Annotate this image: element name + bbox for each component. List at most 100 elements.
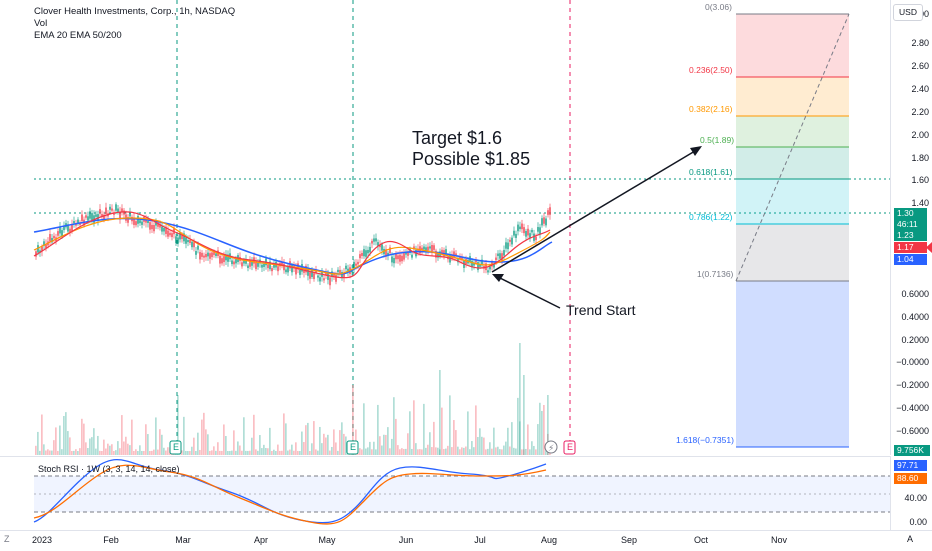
volume-bar [399, 449, 401, 455]
volume-bar [111, 444, 113, 455]
fib-label-0382: 0.382(2.16) [689, 104, 733, 114]
candle-body [395, 253, 397, 260]
candle-body [373, 238, 375, 242]
candle-body [69, 228, 71, 233]
fib-label-05: 0.5(1.89) [700, 135, 735, 145]
candle-body [211, 252, 213, 258]
fib-retracement[interactable] [735, 13, 850, 448]
candle-body [85, 215, 87, 218]
candle-body [403, 252, 405, 260]
timezone-button[interactable]: Z [4, 534, 10, 544]
candle-body [173, 227, 175, 235]
candle-body [525, 230, 527, 237]
candle-body [115, 204, 117, 211]
candle-body [179, 232, 181, 240]
volume-bar [225, 436, 227, 455]
volume-bar [533, 445, 535, 455]
candle-body [459, 256, 461, 260]
volume-bar [293, 450, 295, 455]
trend-start-arrow[interactable] [492, 274, 561, 309]
trend-start-annotation[interactable]: Trend Start [566, 302, 636, 318]
volume-bar [431, 447, 433, 455]
price-candles [35, 202, 551, 290]
stoch-rsi-pane[interactable] [0, 456, 890, 531]
volume-bar [425, 447, 427, 455]
collapse-arrow-icon[interactable] [926, 242, 932, 253]
volume-bar [305, 425, 307, 455]
volume-bar [211, 450, 213, 455]
volume-bar [279, 450, 281, 455]
volume-bar [259, 435, 261, 455]
volume-bar [383, 434, 385, 455]
volume-bar [423, 403, 425, 455]
volume-indicator-label[interactable]: Vol [34, 18, 48, 29]
volume-bar [441, 407, 443, 455]
price-chart[interactable]: ⚡ [0, 0, 890, 455]
ema-indicator-label[interactable]: EMA 20 EMA 50/200 [34, 30, 122, 41]
symbol-title[interactable]: Clover Health Investments, Corp., 1h, NA… [34, 6, 236, 17]
candle-body [521, 223, 523, 230]
volume-bar [473, 447, 475, 455]
volume-bar [151, 450, 153, 455]
target-arrow[interactable] [491, 146, 702, 273]
volume-bar [81, 418, 83, 455]
candle-body [287, 266, 289, 273]
chart-legend[interactable]: Clover Health Investments, Corp., 1h, NA… [34, 6, 235, 42]
candle-body [59, 226, 61, 234]
candle-body [185, 237, 187, 244]
volume-bar [389, 448, 391, 455]
auto-scale-button[interactable]: A [907, 534, 914, 544]
candle-body [291, 264, 293, 273]
stoch-rsi-title[interactable]: Stoch RSI · 1W (3, 3, 14, 14, close) [38, 464, 180, 474]
earnings-marker-label: E [567, 442, 574, 452]
candle-body [493, 263, 495, 268]
candle-body [195, 251, 197, 255]
rsi-axis[interactable]: 40.00 0.00 [890, 456, 932, 530]
bar-countdown-label: 46:11 [894, 219, 927, 230]
volume-bar [515, 448, 517, 455]
stoch-rsi-chart [33, 458, 890, 525]
earnings-marker[interactable] [563, 440, 576, 455]
earnings-marker[interactable] [346, 440, 359, 455]
candle-body [37, 245, 39, 253]
volume-bar [177, 395, 179, 455]
candle-body [127, 217, 129, 223]
candle-body [169, 232, 171, 236]
volume-bar [377, 404, 379, 455]
volume-bar [309, 450, 311, 455]
volume-bar [109, 445, 111, 455]
candle-body [207, 252, 209, 257]
candle-body [197, 245, 199, 250]
volume-bar [509, 446, 511, 455]
time-tick: Sep [620, 535, 638, 545]
volume-bar [153, 449, 155, 455]
volume-bar [85, 442, 87, 455]
volume-bar [329, 450, 331, 455]
candle-body [215, 253, 217, 257]
candle-body [505, 242, 507, 249]
volume-bar [365, 448, 367, 455]
candle-body [455, 253, 457, 257]
currency-button[interactable]: USD [893, 4, 923, 21]
stoch-k-value-label: 97.71 [894, 460, 927, 471]
candle-body [61, 230, 63, 236]
volume-bar [253, 414, 255, 455]
target-annotation[interactable]: Target $1.6 Possible $1.85 [412, 128, 530, 170]
volume-bar [239, 445, 241, 455]
candle-body [497, 253, 499, 256]
candle-body [255, 261, 257, 270]
candle-body [157, 222, 159, 227]
fib-label-0: 0(3.06) [705, 2, 732, 12]
volume-bar [323, 433, 325, 455]
volume-bar [35, 445, 37, 455]
volume-bar [343, 433, 345, 455]
volume-bar [523, 449, 525, 455]
candle-body [119, 211, 121, 220]
candle-body [219, 255, 221, 264]
earnings-marker[interactable] [169, 440, 182, 455]
time-axis[interactable]: 2023 Feb Mar Apr May Jun Jul Aug Sep Oct… [0, 530, 932, 551]
candle-body [453, 251, 455, 258]
candle-body [243, 259, 245, 264]
volume-bar [55, 427, 57, 455]
volume-bar [437, 447, 439, 455]
